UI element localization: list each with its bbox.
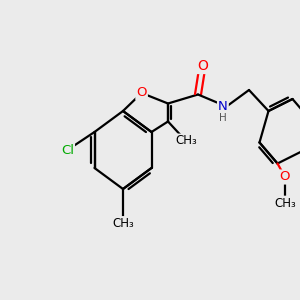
Text: N: N	[218, 100, 228, 113]
Text: CH₃: CH₃	[175, 134, 197, 148]
Text: CH₃: CH₃	[112, 217, 134, 230]
Text: CH₃: CH₃	[274, 196, 296, 210]
Text: O: O	[197, 59, 208, 73]
Text: Cl: Cl	[61, 143, 74, 157]
Text: H: H	[219, 113, 227, 123]
Text: O: O	[136, 86, 147, 100]
Text: O: O	[280, 170, 290, 184]
